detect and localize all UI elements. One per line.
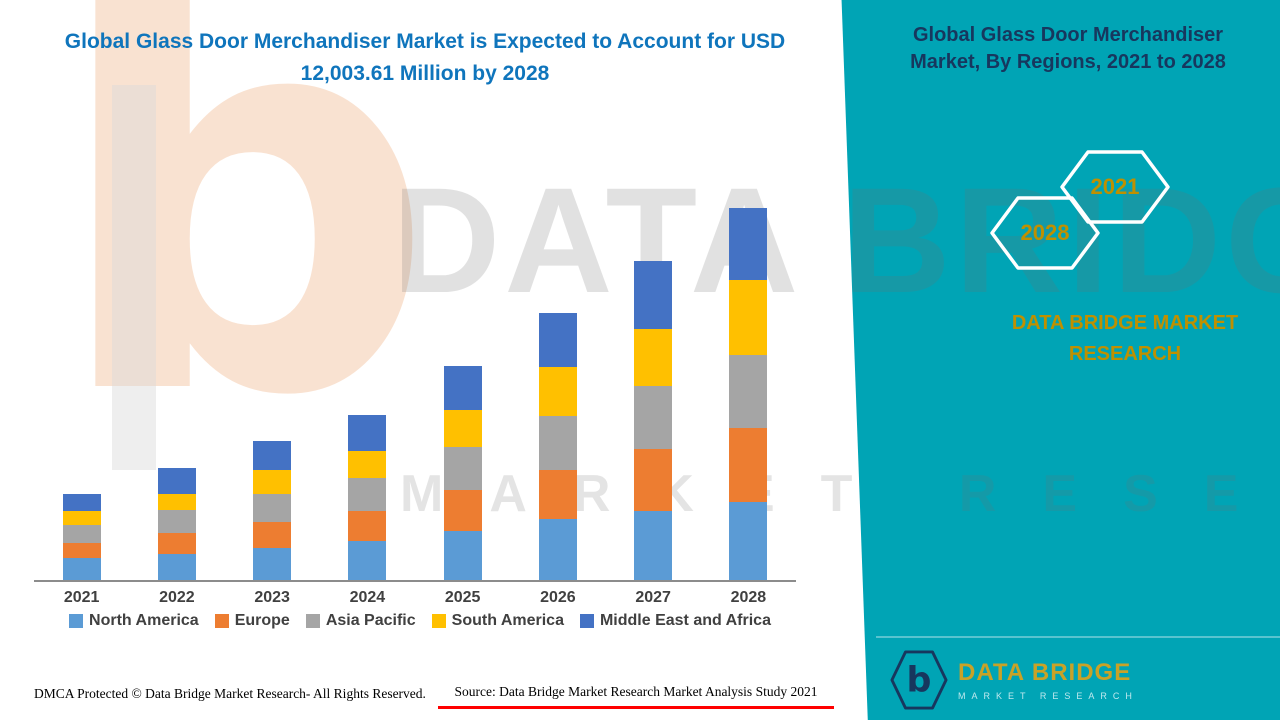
chart-title-line2: 12,003.61 Million by 2028 [300, 61, 550, 85]
right-panel: Global Glass Door Merchandiser Market, B… [828, 0, 1280, 720]
stacked-bar-2023 [253, 440, 292, 580]
bar-segment [253, 493, 292, 523]
stacked-bar-2021 [62, 493, 101, 580]
logo-tagline: MARKET RESEARCH [958, 691, 1138, 701]
chart-legend: North America Europe Asia Pacific South Ame… [10, 612, 830, 630]
right-panel-background [841, 0, 1280, 720]
panel-divider [876, 636, 1280, 638]
hexagon-outline-icon [1060, 150, 1170, 224]
year-badge-2021: 2021 [1060, 150, 1170, 224]
legend-item: Europe [214, 612, 290, 630]
year-badge-2028: 2028 [990, 196, 1100, 270]
legend-swatch [579, 614, 594, 628]
stacked-bar-2028 [729, 207, 768, 580]
logo-hexagon-icon: b [890, 650, 948, 710]
brand-caption: DATA BRIDGE MARKET RESEARCH [1011, 312, 1239, 365]
bar-segment [634, 329, 673, 386]
source-note: Source: Data Bridge Market Research Mark… [438, 684, 834, 709]
x-axis-label: 2027 [635, 589, 671, 606]
stacked-bar-2025 [443, 366, 482, 580]
bar-segment [443, 409, 482, 447]
logo-brand-name: DATA BRIDGE [958, 659, 1132, 686]
stacked-bar-chart: 2021 2022 2023 2024 2025 2026 2027 2028 [34, 188, 796, 607]
bar-segment [157, 493, 196, 511]
legend-item: South America [431, 612, 564, 630]
bar-segment [443, 446, 482, 490]
bar-segment [157, 468, 196, 494]
x-axis-labels: 2021 2022 2023 2024 2025 2026 2027 2028 [34, 589, 796, 607]
legend-swatch [69, 614, 84, 628]
legend-swatch [431, 614, 446, 628]
bar-segment [634, 511, 673, 580]
x-axis-label: 2025 [444, 589, 481, 606]
x-axis-label: 2021 [63, 589, 100, 606]
chart-title-line1: Global Glass Door Merchandiser Market is… [64, 30, 786, 53]
legend-swatch [305, 614, 320, 628]
bar-segment [443, 531, 482, 580]
legend-label: South America [451, 612, 564, 629]
year-badge-label: 2021 [1090, 174, 1140, 199]
bar-segment [729, 501, 768, 580]
company-logo: b DATA BRIDGE MARKET RESEARCH [890, 648, 1138, 712]
logo-text: DATA BRIDGE MARKET RESEARCH [958, 659, 1138, 701]
bar-segment [348, 540, 387, 580]
bar-segment [348, 450, 387, 479]
svg-text:b: b [907, 661, 932, 701]
bar-segment [348, 415, 387, 451]
bar-segment [634, 260, 673, 330]
plot-area [34, 188, 796, 582]
x-axis-label: 2023 [254, 589, 290, 606]
bar-segment [538, 313, 577, 368]
stacked-bar-2022 [157, 468, 196, 580]
x-axis-label: 2026 [540, 589, 576, 606]
x-axis-label: 2028 [730, 589, 767, 606]
x-axis-label: 2022 [159, 589, 195, 606]
x-axis-label: 2024 [349, 589, 386, 606]
bar-segment [253, 547, 292, 580]
bar-segment [62, 525, 101, 543]
bar-segment [538, 367, 577, 417]
chart-title: Global Glass Door Merchandiser Market is… [20, 26, 830, 89]
bar-segment [729, 280, 768, 355]
legend-swatch [214, 614, 229, 628]
stacked-bar-2026 [538, 313, 577, 580]
bar-segment [443, 366, 482, 410]
bar-segment [729, 207, 768, 281]
bar-segment [729, 428, 768, 502]
legend-label: Europe [234, 612, 290, 629]
bar-segment [634, 385, 673, 449]
bar-segment [348, 478, 387, 512]
bar-segment [157, 510, 196, 533]
legend-item: North America [69, 612, 199, 630]
bar-segment [634, 448, 673, 512]
stacked-bar-2027 [634, 260, 673, 580]
hexagon-outline-icon [990, 196, 1100, 270]
bar-segment [62, 493, 101, 512]
bar-segment [538, 519, 577, 580]
bar-segment [157, 553, 196, 580]
bar-segment [62, 511, 101, 526]
dmca-notice: DMCA Protected © Data Bridge Market Rese… [34, 686, 426, 701]
bar-segment [729, 354, 768, 429]
bar-segment [538, 470, 577, 520]
bar-segment [443, 489, 482, 531]
legend-item: Middle East and Africa [579, 612, 771, 630]
bar-segment [253, 470, 292, 494]
bar-segment [62, 542, 101, 559]
legend-item: Asia Pacific [305, 612, 416, 630]
legend-label: Middle East and Africa [599, 612, 771, 629]
legend-label: North America [89, 612, 199, 629]
bar-segment [348, 511, 387, 541]
bar-segment [253, 522, 292, 548]
panel-heading: Global Glass Door Merchandiser Market, B… [910, 24, 1226, 73]
bar-segment [538, 416, 577, 471]
bar-segment [253, 440, 292, 471]
bar-segment [62, 558, 101, 580]
stacked-bar-2024 [348, 415, 387, 580]
legend-label: Asia Pacific [325, 612, 416, 629]
bar-segment [157, 532, 196, 554]
year-badge-label: 2028 [1020, 220, 1070, 245]
